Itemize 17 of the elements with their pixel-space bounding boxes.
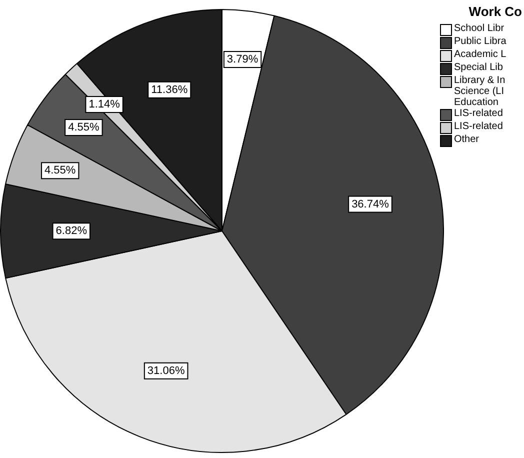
legend-label: School Libr xyxy=(454,23,506,34)
data-label: 1.14% xyxy=(88,98,120,111)
legend-label: Special Lib xyxy=(454,62,504,73)
data-label: 11.36% xyxy=(151,84,188,96)
legend-label: Other xyxy=(454,134,480,145)
legend-label: Library & In Science (LI Education xyxy=(454,75,506,108)
data-label: 36.74% xyxy=(352,198,390,210)
data-label: 31.06% xyxy=(147,364,185,377)
legend-label: LIS-related xyxy=(454,121,504,132)
legend-label: LIS-related xyxy=(454,108,504,119)
data-label: 4.55% xyxy=(44,164,76,177)
data-label: 4.55% xyxy=(68,122,100,134)
data-label: 6.82% xyxy=(56,225,88,238)
legend-label: Academic L xyxy=(454,49,508,60)
data-label: 3.79% xyxy=(226,53,258,66)
legend-label: Public Libra xyxy=(454,36,508,47)
legend-title: Work Co xyxy=(468,4,522,19)
